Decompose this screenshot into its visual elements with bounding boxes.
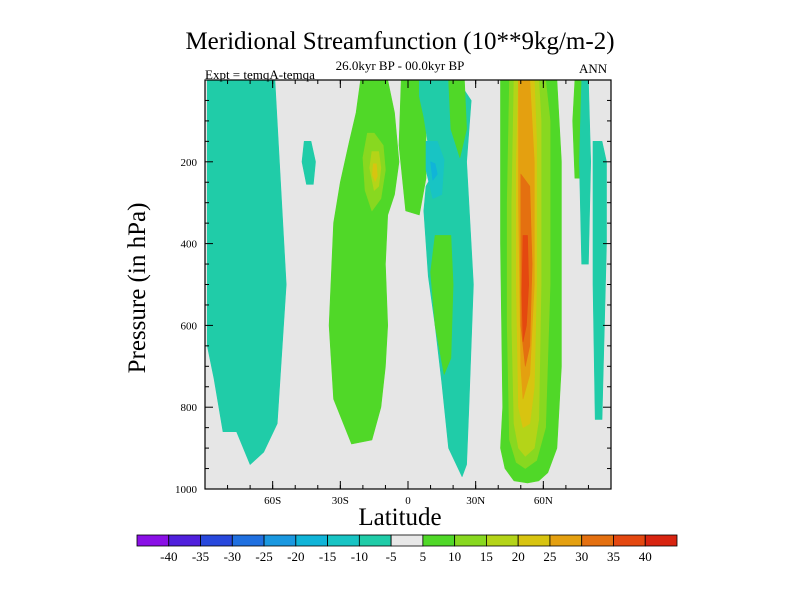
colorbar-label: -10	[351, 549, 368, 564]
colorbar-box-8	[358, 534, 392, 547]
contour-region-22	[592, 141, 607, 420]
colorbar-label: -40	[160, 549, 177, 564]
colorbar-label: 30	[575, 549, 588, 564]
experiment-label: Expt = temqA-temqa	[205, 67, 315, 82]
contour-regions	[207, 80, 607, 484]
colorbar-box-17	[644, 534, 678, 547]
colorbar-label: 40	[639, 549, 652, 564]
colorbar-label: 25	[543, 549, 556, 564]
x-tick-label: 60N	[534, 495, 553, 507]
contour-region-7	[398, 80, 427, 216]
colorbar-box-9	[390, 534, 424, 547]
colorbar-label: -20	[287, 549, 304, 564]
y-tick-label: 600	[181, 320, 198, 332]
contour-region-21	[579, 80, 592, 265]
colorbar-label: -5	[386, 549, 397, 564]
contour-region-1	[207, 80, 287, 465]
colorbar-box-7	[327, 534, 360, 547]
colorbar-box-16	[613, 534, 646, 547]
colorbar-label: -35	[192, 549, 209, 564]
contour-region-12	[448, 80, 467, 158]
contour-region-2	[301, 141, 316, 185]
colorbar-label: 15	[480, 549, 493, 564]
colorbar-box-15	[581, 534, 614, 547]
colorbar-box-2	[168, 534, 201, 547]
x-tick-label: 30S	[332, 495, 349, 507]
colorbar-label: 5	[420, 549, 427, 564]
y-tick-label: 200	[181, 157, 198, 169]
contour-region-6	[372, 163, 378, 182]
colorbar-box-6	[295, 534, 328, 547]
y-axis: 200 400 600 800 1000	[175, 99, 611, 496]
contour-region-19	[521, 235, 530, 343]
contour-region-10	[430, 161, 438, 181]
x-axis-label: Latitude	[358, 504, 442, 531]
colorbar-label: -15	[319, 549, 336, 564]
x-tick-label: 0	[405, 495, 411, 507]
colorbar-box-13	[517, 534, 551, 547]
contour-region-11	[430, 235, 454, 375]
x-axis: 60S 30S 0 30N 60N	[227, 80, 589, 507]
y-tick-label: 400	[181, 239, 198, 251]
colorbar-box-10	[422, 534, 456, 547]
colorbar-box-14	[549, 534, 583, 547]
colorbar-box-11	[454, 534, 487, 547]
y-tick-label: 1000	[175, 484, 198, 496]
colorbar-box-4	[231, 534, 265, 547]
x-tick-label: 30N	[466, 495, 485, 507]
colorbar-box-1	[136, 534, 170, 547]
colorbar-box-3	[200, 534, 233, 547]
chart-subtitle: 26.0kyr BP - 00.0kyr BP	[335, 58, 465, 73]
colorbar-label: 20	[512, 549, 525, 564]
season-label: ANN	[579, 61, 608, 76]
y-axis-label: Pressure (in hPa)	[124, 202, 151, 374]
chart-title: Meridional Streamfunction (10**9kg/m-2)	[185, 28, 615, 55]
colorbar-label: -25	[255, 549, 272, 564]
colorbar: -40 -35 -30 -25 -20 -15 -10 -5 5 10 15 20 25 30 35 40	[136, 534, 678, 564]
colorbar-label: 35	[607, 549, 620, 564]
colorbar-label: 10	[448, 549, 461, 564]
colorbar-box-12	[486, 534, 519, 547]
y-tick-label: 800	[181, 402, 198, 414]
colorbar-box-5	[263, 534, 297, 547]
x-tick-label: 60S	[264, 495, 281, 507]
colorbar-label: -30	[224, 549, 241, 564]
